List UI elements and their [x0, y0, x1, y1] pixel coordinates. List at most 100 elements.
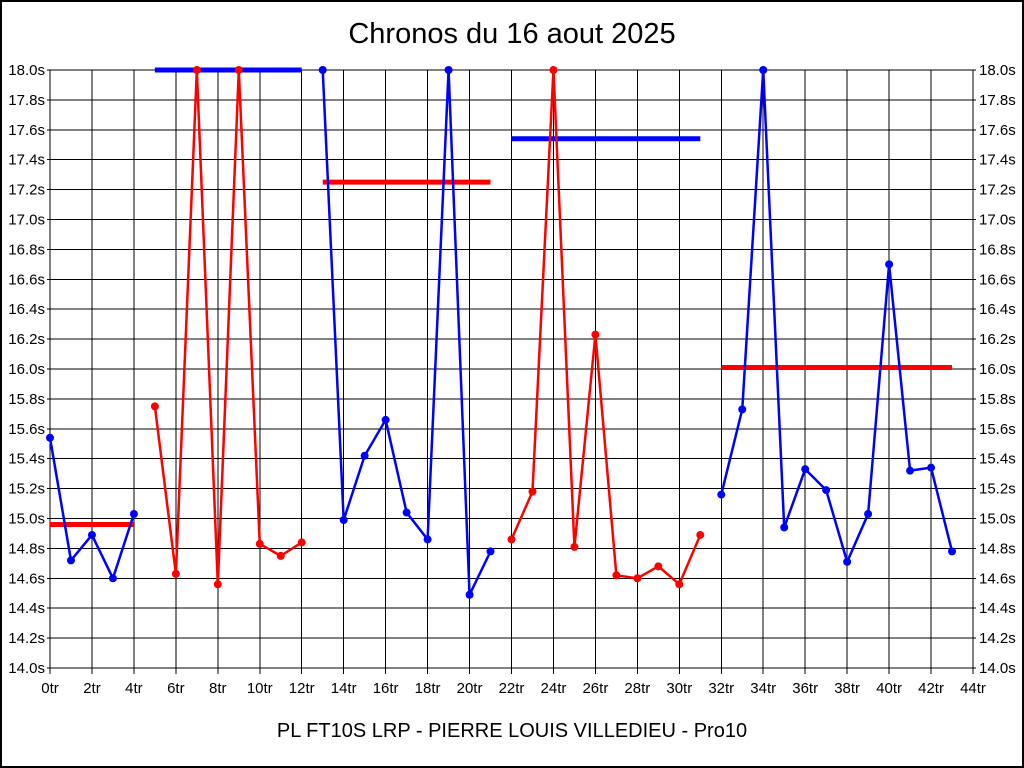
blue-run-point [780, 523, 789, 532]
red-run-point [255, 539, 264, 548]
blue-run-point [927, 463, 936, 472]
y-tick-label-left: 16.6s [8, 271, 45, 288]
y-tick-label-right: 14.6s [979, 570, 1016, 587]
chart-title: Chronos du 16 aout 2025 [348, 18, 676, 50]
red-run-point [696, 530, 705, 539]
x-tick-label: 42tr [918, 680, 944, 697]
y-tick-label-left: 17.0s [8, 212, 45, 229]
blue-run-point [843, 557, 852, 566]
y-tick-label-left: 15.0s [8, 511, 45, 528]
x-tick-label: 8tr [209, 680, 227, 697]
x-tick-label: 30tr [666, 680, 692, 697]
blue-run-point [885, 260, 894, 269]
blue-run-point [108, 574, 117, 583]
blue-run-point [465, 590, 474, 599]
x-tick-label: 2tr [83, 680, 101, 697]
y-tick-label-left: 14.4s [8, 600, 45, 617]
blue-run-line [720, 68, 954, 564]
y-tick-label-left: 15.8s [8, 391, 45, 408]
y-tick-label-left: 16.0s [8, 361, 45, 378]
blue-run-point [87, 530, 96, 539]
y-tick-label-right: 14.0s [979, 660, 1016, 677]
x-tick-label: 18tr [415, 680, 441, 697]
y-tick-label-right: 16.2s [979, 331, 1016, 348]
blue-run-point [906, 466, 915, 475]
red-run-point [570, 542, 579, 551]
y-tick-label-left: 15.4s [8, 451, 45, 468]
red-run-point [234, 66, 243, 74]
y-tick-label-right: 17.8s [979, 92, 1016, 109]
blue-run-point [759, 66, 768, 74]
red-run-point [507, 535, 516, 544]
y-tick-label-right: 15.4s [979, 451, 1016, 468]
x-tick-label: 44tr [960, 680, 986, 697]
y-tick-label-left: 16.8s [8, 241, 45, 258]
y-tick-label-left: 17.8s [8, 92, 45, 109]
y-tick-label-right: 14.2s [979, 630, 1016, 647]
y-tick-label-left: 15.6s [8, 421, 45, 438]
y-tick-label-left: 14.6s [8, 570, 45, 587]
y-tick-label-right: 15.6s [979, 421, 1016, 438]
x-tick-label: 28tr [624, 680, 650, 697]
red-run-point [213, 580, 222, 589]
red-run-point [591, 330, 600, 339]
y-tick-label-right: 15.8s [979, 391, 1016, 408]
y-tick-label-left: 16.4s [8, 301, 45, 318]
blue-run-point [444, 66, 453, 74]
red-run-point [549, 66, 558, 74]
y-tick-label-right: 17.0s [979, 212, 1016, 229]
y-tick-label-left: 17.2s [8, 182, 45, 199]
blue-run-point [360, 451, 369, 460]
red-run-point [276, 551, 285, 560]
y-tick-label-left: 14.8s [8, 540, 45, 557]
x-tick-label: 34tr [750, 680, 776, 697]
y-tick-label-left: 16.2s [8, 331, 45, 348]
x-tick-label: 32tr [708, 680, 734, 697]
x-tick-label: 24tr [541, 680, 567, 697]
red-run-line [510, 68, 702, 586]
x-tick-label: 0tr [41, 680, 59, 697]
red-run-point [297, 538, 306, 547]
red-run-point [150, 402, 159, 411]
x-tick-label: 4tr [125, 680, 143, 697]
blue-run-point [339, 515, 348, 524]
y-tick-label-right: 16.6s [979, 271, 1016, 288]
x-tick-label: 12tr [289, 680, 315, 697]
blue-run-point [948, 547, 957, 556]
blue-run-point [801, 465, 810, 474]
blue-run-point [717, 490, 726, 499]
blue-run-point [486, 547, 495, 556]
x-tick-label: 22tr [499, 680, 525, 697]
red-run-point [633, 574, 642, 583]
y-tick-label-right: 18.0s [979, 62, 1016, 79]
blue-run-point [864, 510, 873, 519]
blue-run-point [738, 405, 747, 414]
y-tick-label-right: 17.4s [979, 152, 1016, 169]
red-run-point [612, 571, 621, 580]
x-tick-label: 10tr [247, 680, 273, 697]
red-run-point [171, 569, 180, 578]
red-run-point [675, 580, 684, 589]
y-tick-label-left: 17.4s [8, 152, 45, 169]
y-tick-label-right: 15.0s [979, 511, 1016, 528]
x-tick-label: 40tr [876, 680, 902, 697]
red-run-point [654, 562, 663, 571]
x-tick-label: 38tr [834, 680, 860, 697]
red-run-point [528, 487, 537, 496]
y-tick-label-left: 17.6s [8, 122, 45, 139]
y-tick-label-right: 17.6s [979, 122, 1016, 139]
y-tick-label-left: 18.0s [8, 62, 45, 79]
blue-run-point [423, 535, 432, 544]
x-tick-label: 16tr [373, 680, 399, 697]
y-tick-label-right: 14.8s [979, 540, 1016, 557]
blue-run-point [402, 508, 411, 517]
y-tick-label-right: 15.2s [979, 481, 1016, 498]
blue-run-point [822, 486, 831, 495]
blue-run-point [381, 415, 390, 424]
red-run-line [153, 68, 303, 586]
y-tick-label-right: 16.0s [979, 361, 1016, 378]
red-run-point [192, 66, 201, 74]
blue-run-point [129, 510, 138, 519]
